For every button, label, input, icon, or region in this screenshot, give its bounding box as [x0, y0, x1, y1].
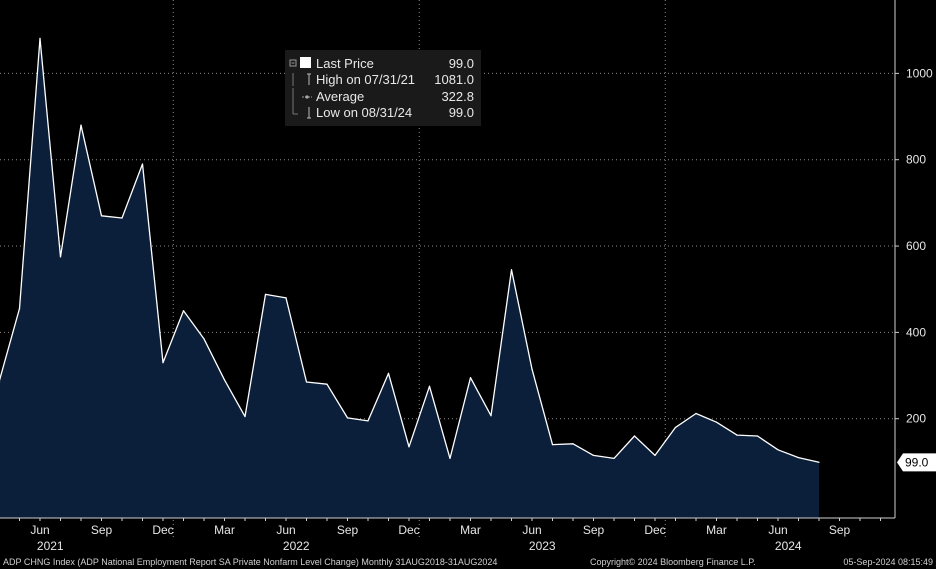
footer-copyright: Copyright© 2024 Bloomberg Finance L.P. — [590, 557, 756, 567]
x-month-label: Dec — [398, 523, 419, 537]
legend-value: 99.0 — [448, 56, 474, 71]
data-point — [592, 454, 595, 457]
data-point — [203, 338, 205, 340]
data-point — [797, 456, 800, 459]
data-point — [633, 435, 636, 437]
data-point — [367, 420, 369, 422]
last-value-tag-group: 99.0 — [897, 453, 936, 472]
legend-high-icon — [292, 73, 311, 86]
data-point — [264, 293, 267, 295]
legend-value: 99.0 — [448, 105, 474, 120]
data-point — [818, 461, 820, 463]
data-point — [695, 412, 697, 415]
y-tick-label: 1000 — [906, 66, 933, 80]
x-axis-ticks: Jun Sep Dec Mar Jun Sep Dec Mar Jun Sep Dec Mar Jun S… — [19, 518, 881, 553]
legend-average-icon — [292, 88, 312, 105]
area-chart: 200 400 600 800 1000 Jun Sep Dec Mar Jun Sep Dec Ma… — [0, 0, 936, 553]
area-fill — [0, 38, 819, 518]
x-year-label: 2024 — [775, 539, 802, 553]
data-point — [121, 217, 123, 219]
data-point — [387, 372, 390, 374]
data-point — [59, 256, 62, 258]
data-point — [285, 297, 287, 299]
data-point — [654, 454, 656, 457]
x-year-label: 2022 — [283, 539, 310, 553]
legend-value: 322.8 — [441, 89, 474, 104]
footer-description: ADP CHNG Index (ADP National Employment … — [3, 557, 498, 567]
data-point — [346, 417, 349, 419]
x-month-label: Jun — [768, 523, 787, 537]
legend-label: Average — [316, 89, 365, 104]
data-point — [244, 415, 246, 418]
data-point — [510, 269, 513, 271]
data-point — [39, 37, 41, 40]
chart-footer: ADP CHNG Index (ADP National Employment … — [0, 555, 936, 569]
legend-label: High on 07/31/21 — [316, 72, 416, 87]
x-month-label: Mar — [706, 523, 727, 537]
last-value-tag-label: 99.0 — [905, 455, 929, 469]
data-point — [490, 415, 492, 417]
legend-value: 1081.0 — [434, 72, 474, 87]
legend-box: Last Price 99.0 High on 07/31/21 1081.0 … — [285, 50, 481, 126]
data-point — [736, 434, 738, 436]
legend-low-icon — [292, 104, 311, 119]
legend-row-low: Low on 08/31/24 99.0 — [285, 104, 481, 121]
y-tick-label: 400 — [906, 325, 926, 339]
data-point — [141, 163, 144, 165]
y-tick-label: 600 — [906, 239, 926, 253]
data-point — [326, 383, 328, 385]
data-point — [18, 308, 21, 310]
data-point — [80, 124, 82, 126]
data-point — [408, 446, 410, 448]
data-point — [572, 443, 574, 445]
data-point — [428, 385, 431, 387]
data-point — [531, 368, 533, 370]
x-month-label: Sep — [337, 523, 359, 537]
x-year-label: 2023 — [529, 539, 556, 553]
y-axis-ticks: 200 400 600 800 1000 — [895, 66, 933, 426]
legend-label: Last Price — [316, 56, 374, 71]
legend-last-price-icon — [289, 57, 311, 68]
data-point — [162, 362, 164, 364]
data-point — [305, 381, 308, 383]
y-tick-label: 800 — [906, 153, 926, 167]
series-area — [0, 37, 820, 518]
x-month-label: Sep — [829, 523, 851, 537]
legend-label: Low on 08/31/24 — [316, 105, 413, 120]
legend-row-average: Average 322.8 — [285, 88, 481, 105]
data-point — [469, 377, 472, 379]
legend-row-high: High on 07/31/21 1081.0 — [285, 71, 481, 88]
last-value-tag — [897, 453, 936, 472]
x-month-label: Dec — [152, 523, 173, 537]
x-month-label: Sep — [91, 523, 113, 537]
y-tick-label: 200 — [906, 412, 926, 426]
footer-timestamp: 05-Sep-2024 08:15:49 — [843, 557, 933, 567]
data-point — [100, 215, 103, 217]
legend-row-last-price: Last Price 99.0 — [285, 55, 481, 72]
x-month-label: Dec — [644, 523, 665, 537]
data-point — [756, 435, 759, 437]
x-month-label: Mar — [460, 523, 481, 537]
data-point — [777, 449, 779, 451]
axes — [0, 0, 896, 519]
data-point — [613, 457, 615, 460]
data-point — [715, 421, 718, 423]
data-point — [223, 379, 226, 381]
x-month-label: Mar — [214, 523, 235, 537]
x-month-label: Jun — [276, 523, 295, 537]
x-month-label: Jun — [30, 523, 49, 537]
x-year-label: 2021 — [37, 539, 64, 553]
data-point — [449, 457, 451, 460]
data-point — [674, 426, 677, 428]
x-month-label: Jun — [522, 523, 541, 537]
data-point — [551, 444, 554, 446]
data-point — [182, 310, 185, 312]
x-month-label: Sep — [583, 523, 605, 537]
